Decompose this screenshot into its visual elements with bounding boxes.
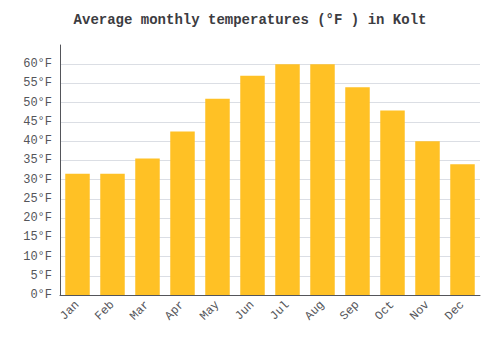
svg-text:Dec: Dec bbox=[442, 298, 467, 323]
svg-text:50°F: 50°F bbox=[23, 96, 52, 110]
svg-text:20°F: 20°F bbox=[23, 211, 52, 225]
svg-text:May: May bbox=[197, 298, 222, 323]
svg-text:Average monthly temperatures (: Average monthly temperatures (°F ) in Ko… bbox=[74, 12, 427, 28]
svg-text:15°F: 15°F bbox=[23, 230, 52, 244]
svg-text:35°F: 35°F bbox=[23, 153, 52, 167]
svg-text:40°F: 40°F bbox=[23, 134, 52, 148]
svg-text:Sep: Sep bbox=[337, 298, 362, 323]
svg-text:25°F: 25°F bbox=[23, 192, 52, 206]
svg-text:Oct: Oct bbox=[372, 298, 397, 323]
svg-text:5°F: 5°F bbox=[30, 269, 52, 283]
svg-text:Jul: Jul bbox=[267, 298, 292, 323]
svg-text:Apr: Apr bbox=[162, 298, 187, 323]
svg-text:Feb: Feb bbox=[92, 298, 117, 323]
svg-text:Jun: Jun bbox=[232, 298, 257, 323]
svg-text:55°F: 55°F bbox=[23, 76, 52, 90]
svg-text:10°F: 10°F bbox=[23, 250, 52, 264]
svg-text:Aug: Aug bbox=[302, 298, 327, 323]
svg-text:0°F: 0°F bbox=[30, 288, 52, 302]
svg-text:30°F: 30°F bbox=[23, 173, 52, 187]
svg-text:45°F: 45°F bbox=[23, 115, 52, 129]
svg-text:Mar: Mar bbox=[127, 298, 152, 323]
svg-text:60°F: 60°F bbox=[23, 57, 52, 71]
svg-text:Jan: Jan bbox=[57, 298, 82, 323]
svg-text:Nov: Nov bbox=[407, 298, 432, 323]
